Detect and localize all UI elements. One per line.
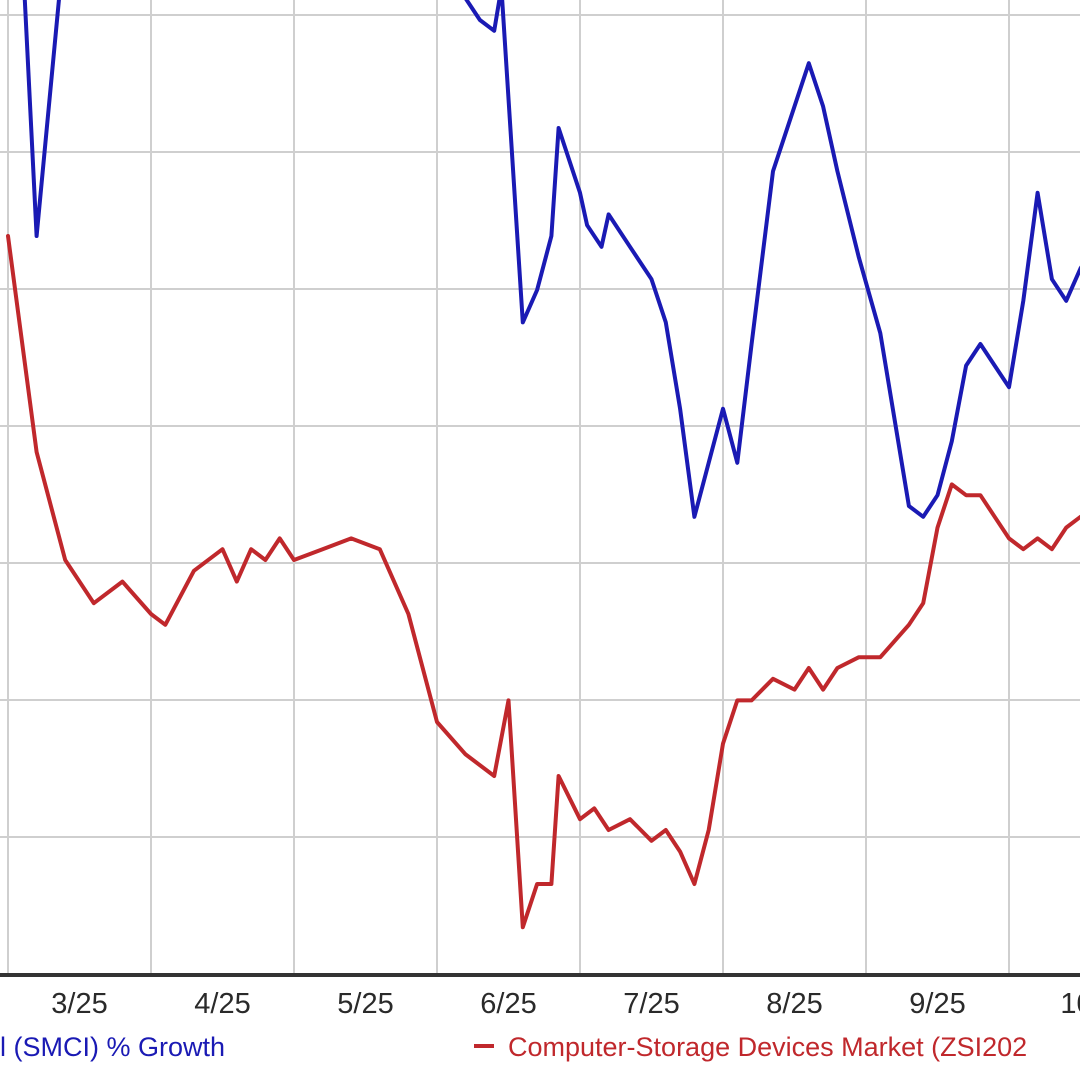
legend-label-storage-market: Computer-Storage Devices Market (ZSI202 bbox=[508, 1032, 1027, 1062]
plot-background bbox=[0, 0, 1080, 975]
series-lines bbox=[6, 0, 1080, 930]
series-line-smci bbox=[22, 0, 1080, 519]
x-tick-label: 5/25 bbox=[337, 988, 393, 1020]
x-tick-label: 3/25 bbox=[51, 988, 107, 1020]
x-tick-label: 10/ bbox=[1060, 988, 1080, 1020]
gridlines bbox=[0, 0, 1080, 975]
series-line-storage-market bbox=[6, 234, 1080, 930]
x-tick-labels: 3/25 4/25 5/25 6/25 7/25 8/25 9/25 10/ bbox=[51, 988, 1080, 1020]
legend-label-smci: l (SMCI) % Growth bbox=[0, 1032, 225, 1062]
x-tick-label: 9/25 bbox=[909, 988, 965, 1020]
x-tick-label: 4/25 bbox=[194, 988, 250, 1020]
legend: l (SMCI) % Growth Computer-Storage Device… bbox=[0, 1032, 1027, 1062]
x-tick-label: 8/25 bbox=[766, 988, 822, 1020]
x-tick-label: 6/25 bbox=[480, 988, 536, 1020]
x-tick-label: 7/25 bbox=[623, 988, 679, 1020]
